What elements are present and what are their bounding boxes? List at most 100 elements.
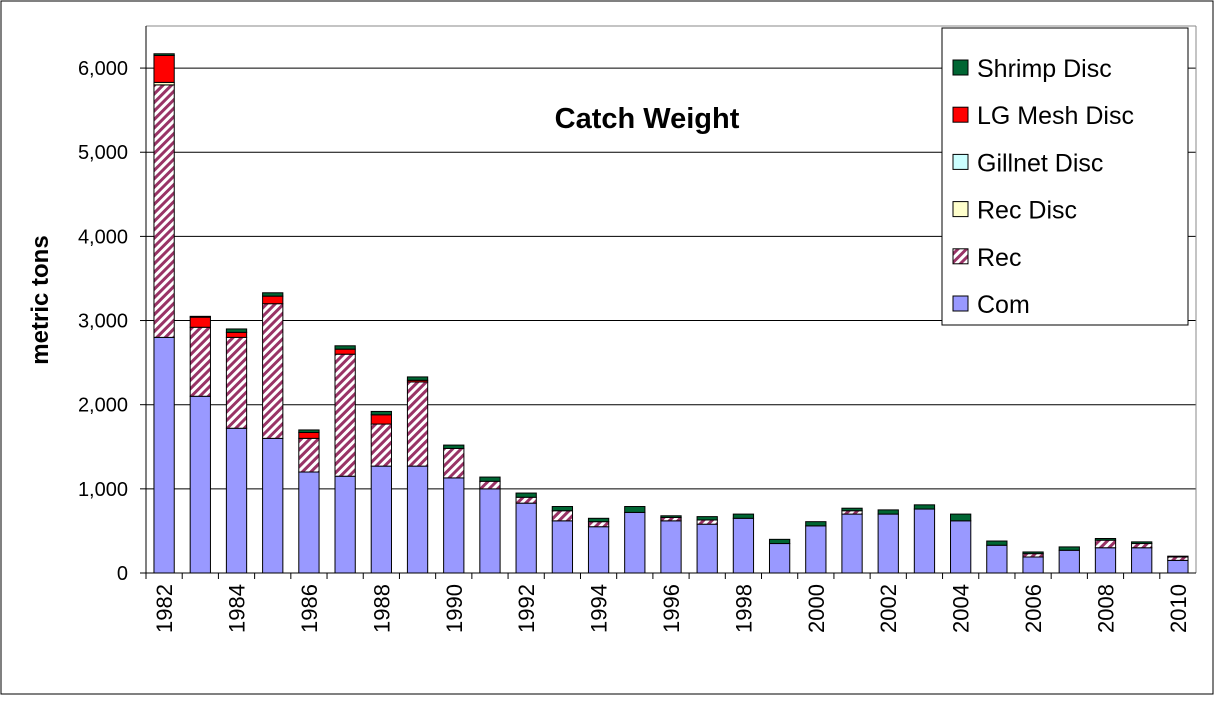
legend-label: Shrimp Disc xyxy=(977,55,1112,83)
bar-segment xyxy=(805,521,827,527)
bar-segment xyxy=(768,543,791,574)
bar-segment xyxy=(1167,559,1189,574)
bar-segment xyxy=(1094,547,1117,574)
bar-segment xyxy=(913,508,936,574)
x-tick-label: 2006 xyxy=(1021,584,1046,633)
bar-segment xyxy=(877,509,899,515)
x-tick-label: 1994 xyxy=(587,584,612,633)
bar-segment xyxy=(370,465,392,574)
bar-segment xyxy=(1058,549,1080,574)
bar-segment xyxy=(1022,553,1044,558)
bar-segment xyxy=(334,353,356,477)
bar-segment xyxy=(262,295,284,305)
x-tick-label: 2000 xyxy=(804,584,829,633)
x-tick-label: 1998 xyxy=(731,584,756,633)
bar-segment xyxy=(298,471,320,574)
legend-box xyxy=(941,27,1189,326)
bar-segment xyxy=(225,427,248,574)
x-tick-label: 2004 xyxy=(949,584,974,633)
bar-segment xyxy=(1131,547,1153,574)
bar-segment xyxy=(950,513,972,522)
x-tick-label: 2010 xyxy=(1166,584,1191,633)
y-tick-label: 4,000 xyxy=(78,226,128,248)
bar-segment xyxy=(732,513,755,519)
bar-segment xyxy=(406,376,429,381)
bar-segment xyxy=(768,538,791,545)
bar-segment xyxy=(225,328,248,333)
bar-segment xyxy=(515,496,537,504)
bar-segment xyxy=(624,511,646,574)
bar-segment xyxy=(1022,556,1044,574)
bar-segment xyxy=(298,437,320,473)
bar-segment xyxy=(153,54,175,83)
x-tick-label: 1990 xyxy=(442,584,467,633)
bar-segment xyxy=(877,513,899,574)
x-tick-label: 1984 xyxy=(225,584,250,633)
bar-segment xyxy=(805,525,827,574)
bar-segment xyxy=(1167,555,1189,558)
bar-segment xyxy=(334,345,356,350)
bar-segment xyxy=(189,326,211,397)
bar-segment xyxy=(913,504,936,510)
legend-swatch xyxy=(952,248,969,265)
bar-segment xyxy=(515,502,537,574)
bar-segment xyxy=(696,519,718,525)
legend-label: LG Mesh Disc xyxy=(977,102,1134,130)
bar-segment xyxy=(1131,543,1153,549)
y-tick-label: 3,000 xyxy=(78,311,128,333)
bar-segment xyxy=(225,331,248,338)
bar-segment xyxy=(262,292,284,297)
legend-swatch xyxy=(952,106,969,123)
bar-segment xyxy=(986,540,1008,546)
y-tick-label: 5,000 xyxy=(78,142,128,164)
x-tick-label: 2002 xyxy=(876,584,901,633)
y-axis-label: metric tons xyxy=(27,235,54,364)
bar-segment xyxy=(298,429,320,433)
bar-segment xyxy=(153,84,175,338)
bar-segment xyxy=(406,381,429,467)
bar-segment xyxy=(479,488,501,574)
legend-swatch xyxy=(952,59,969,76)
bar-segment xyxy=(370,410,392,416)
bar-segment xyxy=(841,507,863,512)
bar-segment xyxy=(1058,546,1080,551)
y-tick-label: 6,000 xyxy=(78,58,128,80)
y-tick-label: 1,000 xyxy=(78,479,128,501)
legend-label: Rec xyxy=(977,244,1021,272)
bar-segment xyxy=(551,510,574,522)
legend-swatch xyxy=(952,153,969,170)
bar-segment xyxy=(624,506,646,513)
bar-segment xyxy=(298,431,320,439)
chart-title: Catch Weight xyxy=(555,103,740,135)
x-tick-label: 1988 xyxy=(369,584,394,633)
bar-segment xyxy=(189,316,211,328)
bar-segment xyxy=(696,523,718,574)
bar-segment xyxy=(225,336,248,429)
x-tick-label: 2008 xyxy=(1093,584,1118,633)
bar-segment xyxy=(479,480,501,490)
bar-segment xyxy=(660,515,682,518)
legend-label: Com xyxy=(977,291,1030,319)
bar-segment xyxy=(1094,537,1117,541)
bar-segment xyxy=(153,53,175,56)
bar-segment xyxy=(262,437,284,574)
bar-segment xyxy=(660,520,682,574)
bar-segment xyxy=(1022,551,1044,555)
bar-segment xyxy=(841,513,863,574)
x-tick-label: 1996 xyxy=(659,584,684,633)
bar-segment xyxy=(334,475,356,574)
bar-segment xyxy=(950,520,972,574)
bar-segment xyxy=(660,516,682,522)
bar-segment xyxy=(443,447,465,479)
bar-segment xyxy=(587,526,610,574)
y-tick-label: 0 xyxy=(117,563,128,585)
legend-swatch xyxy=(952,295,969,312)
bar-segment xyxy=(696,516,718,521)
bar-segment xyxy=(1131,541,1153,545)
x-tick-label: 1992 xyxy=(514,584,539,633)
legend-label: Gillnet Disc xyxy=(977,149,1103,177)
bar-segment xyxy=(1094,539,1117,549)
bar-segment xyxy=(1167,556,1189,561)
bar-segment xyxy=(153,336,175,574)
